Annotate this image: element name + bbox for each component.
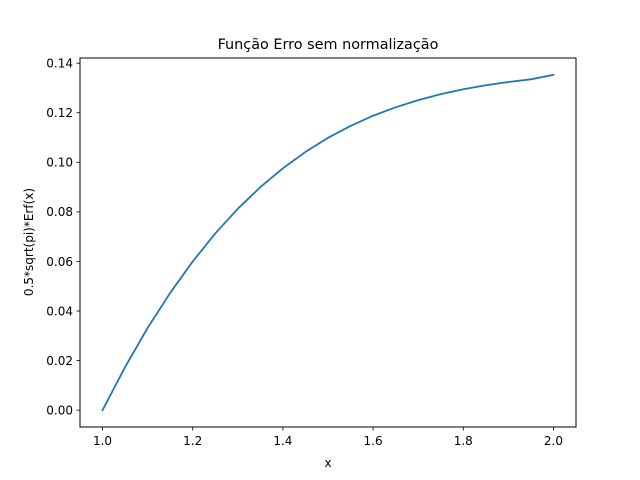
y-tick-label: 0.04 xyxy=(46,304,73,318)
x-tick-label: 1.0 xyxy=(93,434,112,448)
x-tick-label: 1.4 xyxy=(273,434,292,448)
x-axis-ticks: 1.0 1.2 1.4 1.6 1.8 2.0 xyxy=(93,427,563,448)
y-tick-label: 0.00 xyxy=(46,403,73,417)
x-axis-label: x xyxy=(324,456,331,470)
y-axis-label: 0.5*sqrt(pi)*Erf(x) xyxy=(22,188,36,296)
plot-area xyxy=(101,73,555,412)
x-tick-label: 1.2 xyxy=(183,434,202,448)
y-tick-label: 0.10 xyxy=(46,156,73,170)
y-tick-label: 0.08 xyxy=(46,205,73,219)
y-tick-label: 0.06 xyxy=(46,255,73,269)
series-line xyxy=(101,73,555,412)
axes-frame xyxy=(79,57,577,428)
chart-title: Função Erro sem normalização xyxy=(218,37,439,53)
x-tick-label: 2.0 xyxy=(544,434,563,448)
y-axis-ticks: 0.00 0.02 0.04 0.06 0.08 0.10 0.12 0.14 xyxy=(46,57,80,417)
y-tick-label: 0.14 xyxy=(46,57,73,71)
y-tick-label: 0.12 xyxy=(46,106,73,120)
x-tick-label: 1.6 xyxy=(364,434,383,448)
y-tick-label: 0.02 xyxy=(46,354,73,368)
x-tick-label: 1.8 xyxy=(454,434,473,448)
